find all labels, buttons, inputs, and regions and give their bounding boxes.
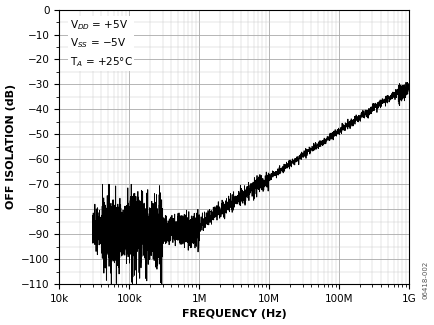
X-axis label: FREQUENCY (Hz): FREQUENCY (Hz) [181, 309, 286, 319]
Y-axis label: OFF ISOLATION (dB): OFF ISOLATION (dB) [6, 84, 16, 209]
Text: 06418-002: 06418-002 [421, 261, 427, 299]
Text: V$_{DD}$ = +5V
V$_{SS}$ = −5V
T$_A$ = +25°C: V$_{DD}$ = +5V V$_{SS}$ = −5V T$_A$ = +2… [70, 18, 132, 69]
